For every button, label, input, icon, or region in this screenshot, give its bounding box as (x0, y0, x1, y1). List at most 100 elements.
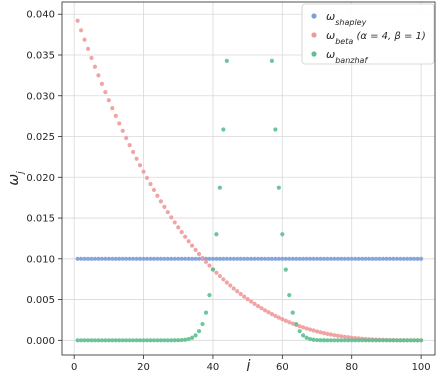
data-point-banzhaf (131, 338, 136, 343)
data-point-shapley (283, 256, 288, 261)
data-point-shapley (85, 256, 91, 261)
data-point-beta (144, 175, 150, 181)
x-axis-label: j (245, 358, 251, 371)
data-point-banzhaf (193, 333, 198, 338)
data-point-banzhaf (363, 338, 368, 343)
data-point-banzhaf (158, 338, 163, 343)
data-point-beta (231, 286, 236, 291)
data-point-shapley (325, 256, 330, 261)
data-point-banzhaf (301, 333, 306, 338)
data-point-shapley (179, 256, 184, 261)
data-point-banzhaf (321, 338, 327, 343)
data-point-shapley (106, 256, 111, 261)
data-point-beta (106, 98, 111, 103)
data-point-shapley (339, 256, 344, 261)
data-point-shapley (238, 256, 243, 261)
data-point-shapley (169, 256, 174, 261)
data-point-banzhaf (75, 338, 80, 343)
data-point-beta (307, 327, 313, 332)
data-point-banzhaf (360, 338, 365, 343)
legend-label-beta: ωbeta (α = 4, β = 1) (326, 29, 426, 46)
data-point-banzhaf (415, 338, 420, 343)
data-point-shapley (245, 256, 250, 261)
data-point-shapley (398, 256, 403, 261)
data-point-shapley (391, 256, 396, 261)
data-point-beta (328, 332, 334, 337)
data-point-banzhaf (283, 267, 288, 272)
data-point-banzhaf (141, 338, 146, 343)
data-point-banzhaf (207, 293, 212, 298)
data-point-banzhaf (405, 338, 410, 343)
data-point-shapley (259, 256, 264, 261)
data-point-beta (186, 239, 191, 244)
data-point-banzhaf (377, 338, 382, 343)
data-point-banzhaf (314, 337, 320, 343)
y-tick-label: 0.000 (26, 336, 55, 347)
legend: ωshapley ωbeta (α = 4, β = 1) ωbanzhaf (301, 3, 435, 65)
data-point-shapley (89, 256, 94, 261)
data-point-beta (217, 273, 222, 279)
data-point-banzhaf (78, 338, 84, 343)
data-point-banzhaf (346, 338, 351, 343)
data-point-banzhaf (328, 338, 334, 343)
data-point-shapley (346, 256, 351, 261)
data-point-beta (266, 310, 271, 315)
data-point-beta (273, 313, 278, 319)
data-point-beta (85, 46, 91, 52)
data-point-beta (203, 259, 209, 264)
data-point-shapley (280, 256, 285, 261)
data-point-banzhaf (370, 338, 375, 343)
data-point-shapley (353, 256, 358, 261)
data-point-banzhaf (366, 338, 372, 343)
x-tick-label: 20 (137, 362, 150, 371)
data-point-shapley (269, 256, 275, 261)
data-point-shapley (394, 256, 399, 261)
data-point-beta (321, 330, 327, 336)
y-tick-label: 0.020 (26, 173, 55, 184)
data-point-beta (200, 255, 205, 261)
data-point-banzhaf (148, 338, 153, 343)
data-point-banzhaf (92, 338, 98, 343)
data-point-banzhaf (276, 185, 281, 190)
y-axis-label-base: ω (6, 174, 22, 186)
data-point-shapley (262, 256, 268, 261)
data-point-beta (332, 333, 337, 338)
data-point-banzhaf (290, 310, 295, 315)
data-point-beta (335, 333, 340, 338)
data-point-shapley (301, 256, 306, 261)
data-point-shapley (297, 256, 302, 261)
data-point-shapley (117, 256, 122, 261)
y-axis-label: ωj (6, 171, 26, 186)
data-point-beta (165, 210, 170, 215)
data-point-banzhaf (335, 338, 340, 343)
data-point-banzhaf (269, 58, 275, 63)
data-point-beta (346, 335, 351, 340)
data-point-banzhaf (294, 321, 299, 327)
data-point-shapley (314, 256, 320, 261)
data-point-shapley (196, 256, 202, 261)
data-point-shapley (242, 256, 247, 261)
data-point-shapley (96, 256, 101, 261)
data-point-shapley (162, 256, 167, 261)
legend-marker-banzhaf (311, 51, 317, 57)
series-banzhaf (75, 58, 424, 343)
legend-marker-shapley (311, 13, 317, 19)
data-point-banzhaf (120, 338, 125, 343)
data-point-shapley (172, 256, 177, 261)
data-point-shapley (304, 256, 309, 261)
data-point-shapley (124, 256, 129, 261)
data-point-banzhaf (134, 338, 139, 343)
data-point-beta (228, 283, 233, 288)
data-point-shapley (120, 256, 125, 261)
data-point-banzhaf (373, 338, 379, 343)
data-point-banzhaf (162, 338, 167, 343)
x-tick-label: 40 (207, 362, 220, 371)
data-point-shapley (151, 256, 157, 261)
x-tick-label: 60 (276, 362, 289, 371)
data-point-beta (283, 318, 288, 323)
y-axis-label-sub: j (16, 171, 26, 176)
data-point-shapley (332, 256, 337, 261)
data-point-shapley (415, 256, 420, 261)
data-point-banzhaf (103, 338, 108, 343)
data-point-beta (311, 328, 316, 333)
